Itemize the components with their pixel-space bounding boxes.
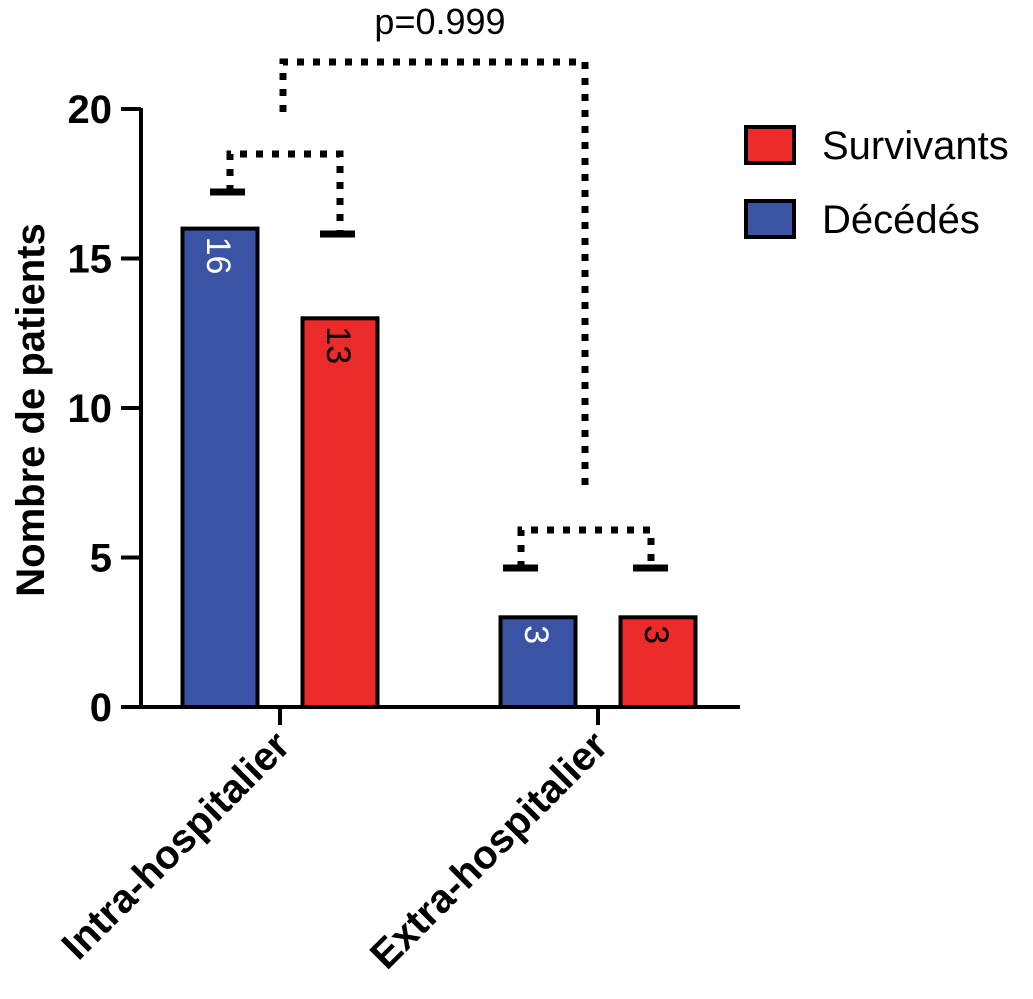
y-ticks: 0 5 10 15 20 [68, 88, 141, 730]
x-tick-label: Extra-hospitalier [362, 723, 616, 977]
data-label-deceased-intra: 16 [199, 237, 237, 275]
x-ticks: Intra-hospitalier Extra-hospitalier [54, 707, 616, 978]
bar-deceased-intra [180, 226, 260, 709]
y-tick-label: 15 [68, 238, 113, 282]
between-group-bracket [279, 58, 589, 492]
x-tick-label: Intra-hospitalier [54, 723, 299, 968]
y-tick-label: 0 [90, 686, 112, 730]
data-label-deceased-extra: 3 [517, 625, 555, 644]
p-value-annotation: p=0.999 [374, 1, 505, 42]
y-tick-label: 5 [90, 537, 112, 581]
data-label-survivors-extra: 3 [637, 625, 675, 644]
y-axis-label: Nombre de patients [9, 223, 53, 596]
bar-survivors-intra [300, 316, 380, 709]
legend-swatch-survivors [744, 125, 796, 165]
bracket-end-caps [210, 188, 668, 572]
comparison-brackets [226, 58, 655, 568]
data-label-survivors-intra: 13 [319, 326, 357, 364]
legend-label-deceased: Décédés [822, 198, 980, 242]
y-tick-label: 20 [68, 88, 113, 132]
extra-group-bracket [517, 526, 655, 568]
legend: Survivants Décédés [744, 124, 1009, 242]
bars: 16 13 3 3 [180, 226, 698, 709]
intra-group-bracket [226, 150, 344, 234]
y-tick-label: 10 [68, 387, 113, 431]
legend-swatch-deceased [744, 199, 796, 239]
legend-label-survivors: Survivants [822, 124, 1009, 168]
